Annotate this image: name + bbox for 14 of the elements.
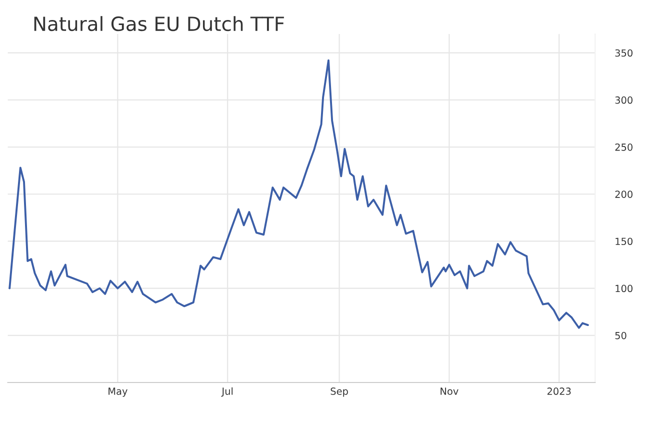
y-tick-label: 100 xyxy=(616,284,632,292)
x-tick-label: Nov xyxy=(440,388,458,395)
y-tick-label: 300 xyxy=(615,96,632,104)
y-tick-label: 50 xyxy=(615,332,626,340)
x-tick-label: Jul xyxy=(221,387,233,397)
y-tick-label: 150 xyxy=(616,238,632,246)
y-tick-label: 350 xyxy=(615,49,632,57)
x-tick-label: 2023 xyxy=(547,388,571,395)
y-tick-label: 250 xyxy=(615,144,632,151)
y-tick-label: 200 xyxy=(615,190,632,198)
chart-title: Natural Gas EU Dutch TTF xyxy=(34,16,284,32)
line-series xyxy=(8,59,589,329)
x-tick-label: May xyxy=(108,388,128,397)
x-tick-label: Sep xyxy=(330,388,348,397)
